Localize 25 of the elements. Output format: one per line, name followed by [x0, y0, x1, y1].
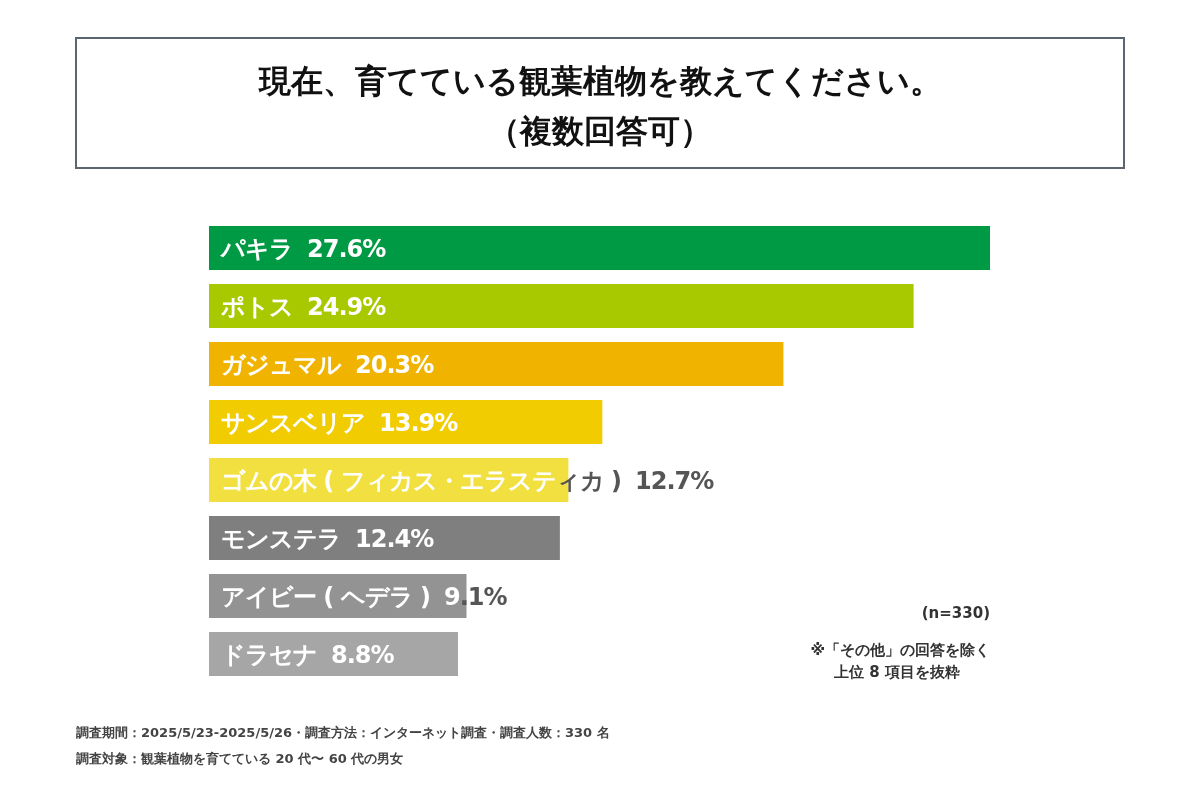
data-label: 27.6%: [307, 235, 387, 263]
bar: [209, 516, 560, 560]
y-tick-label: ドラセナ: [221, 641, 317, 669]
y-tick-label: ガジュマル: [221, 351, 342, 379]
data-label: 12.7%: [635, 467, 715, 495]
text: 調査期間：2025/5/23-2025/5/26・調査方法：インターネット調査・調査人数：330 名: [76, 725, 610, 740]
y-tick-label: アイビー ( ヘデラ ): [221, 583, 431, 611]
y-tick-label: モンステラ: [221, 525, 341, 553]
bar: [209, 226, 990, 270]
text: 調査対象：観葉植物を育てている 20 代〜 60 代の男女: [76, 751, 404, 766]
y-tick-label: サンスベリア: [221, 409, 365, 437]
data-label: 20.3%: [355, 351, 435, 379]
y-tick-label: ポトス: [220, 293, 293, 321]
data-label: 12.4%: [355, 525, 435, 553]
bar: [209, 284, 914, 328]
annotation: (n=330): [921, 604, 990, 622]
data-label: 13.9%: [379, 409, 459, 437]
chart-title: 現在、育てている観葉植物を教えてください。: [257, 62, 942, 100]
data-label: 8.8%: [331, 641, 395, 669]
bar: [209, 400, 603, 444]
annotation: ※「その他」の回答を除く上位 8 項目を抜粋: [810, 641, 990, 681]
bar: [209, 342, 784, 386]
chart-subtitle: （複数回答可）: [488, 112, 712, 150]
y-tick-label: パキラ: [219, 235, 293, 263]
data-label: 24.9%: [307, 293, 387, 321]
